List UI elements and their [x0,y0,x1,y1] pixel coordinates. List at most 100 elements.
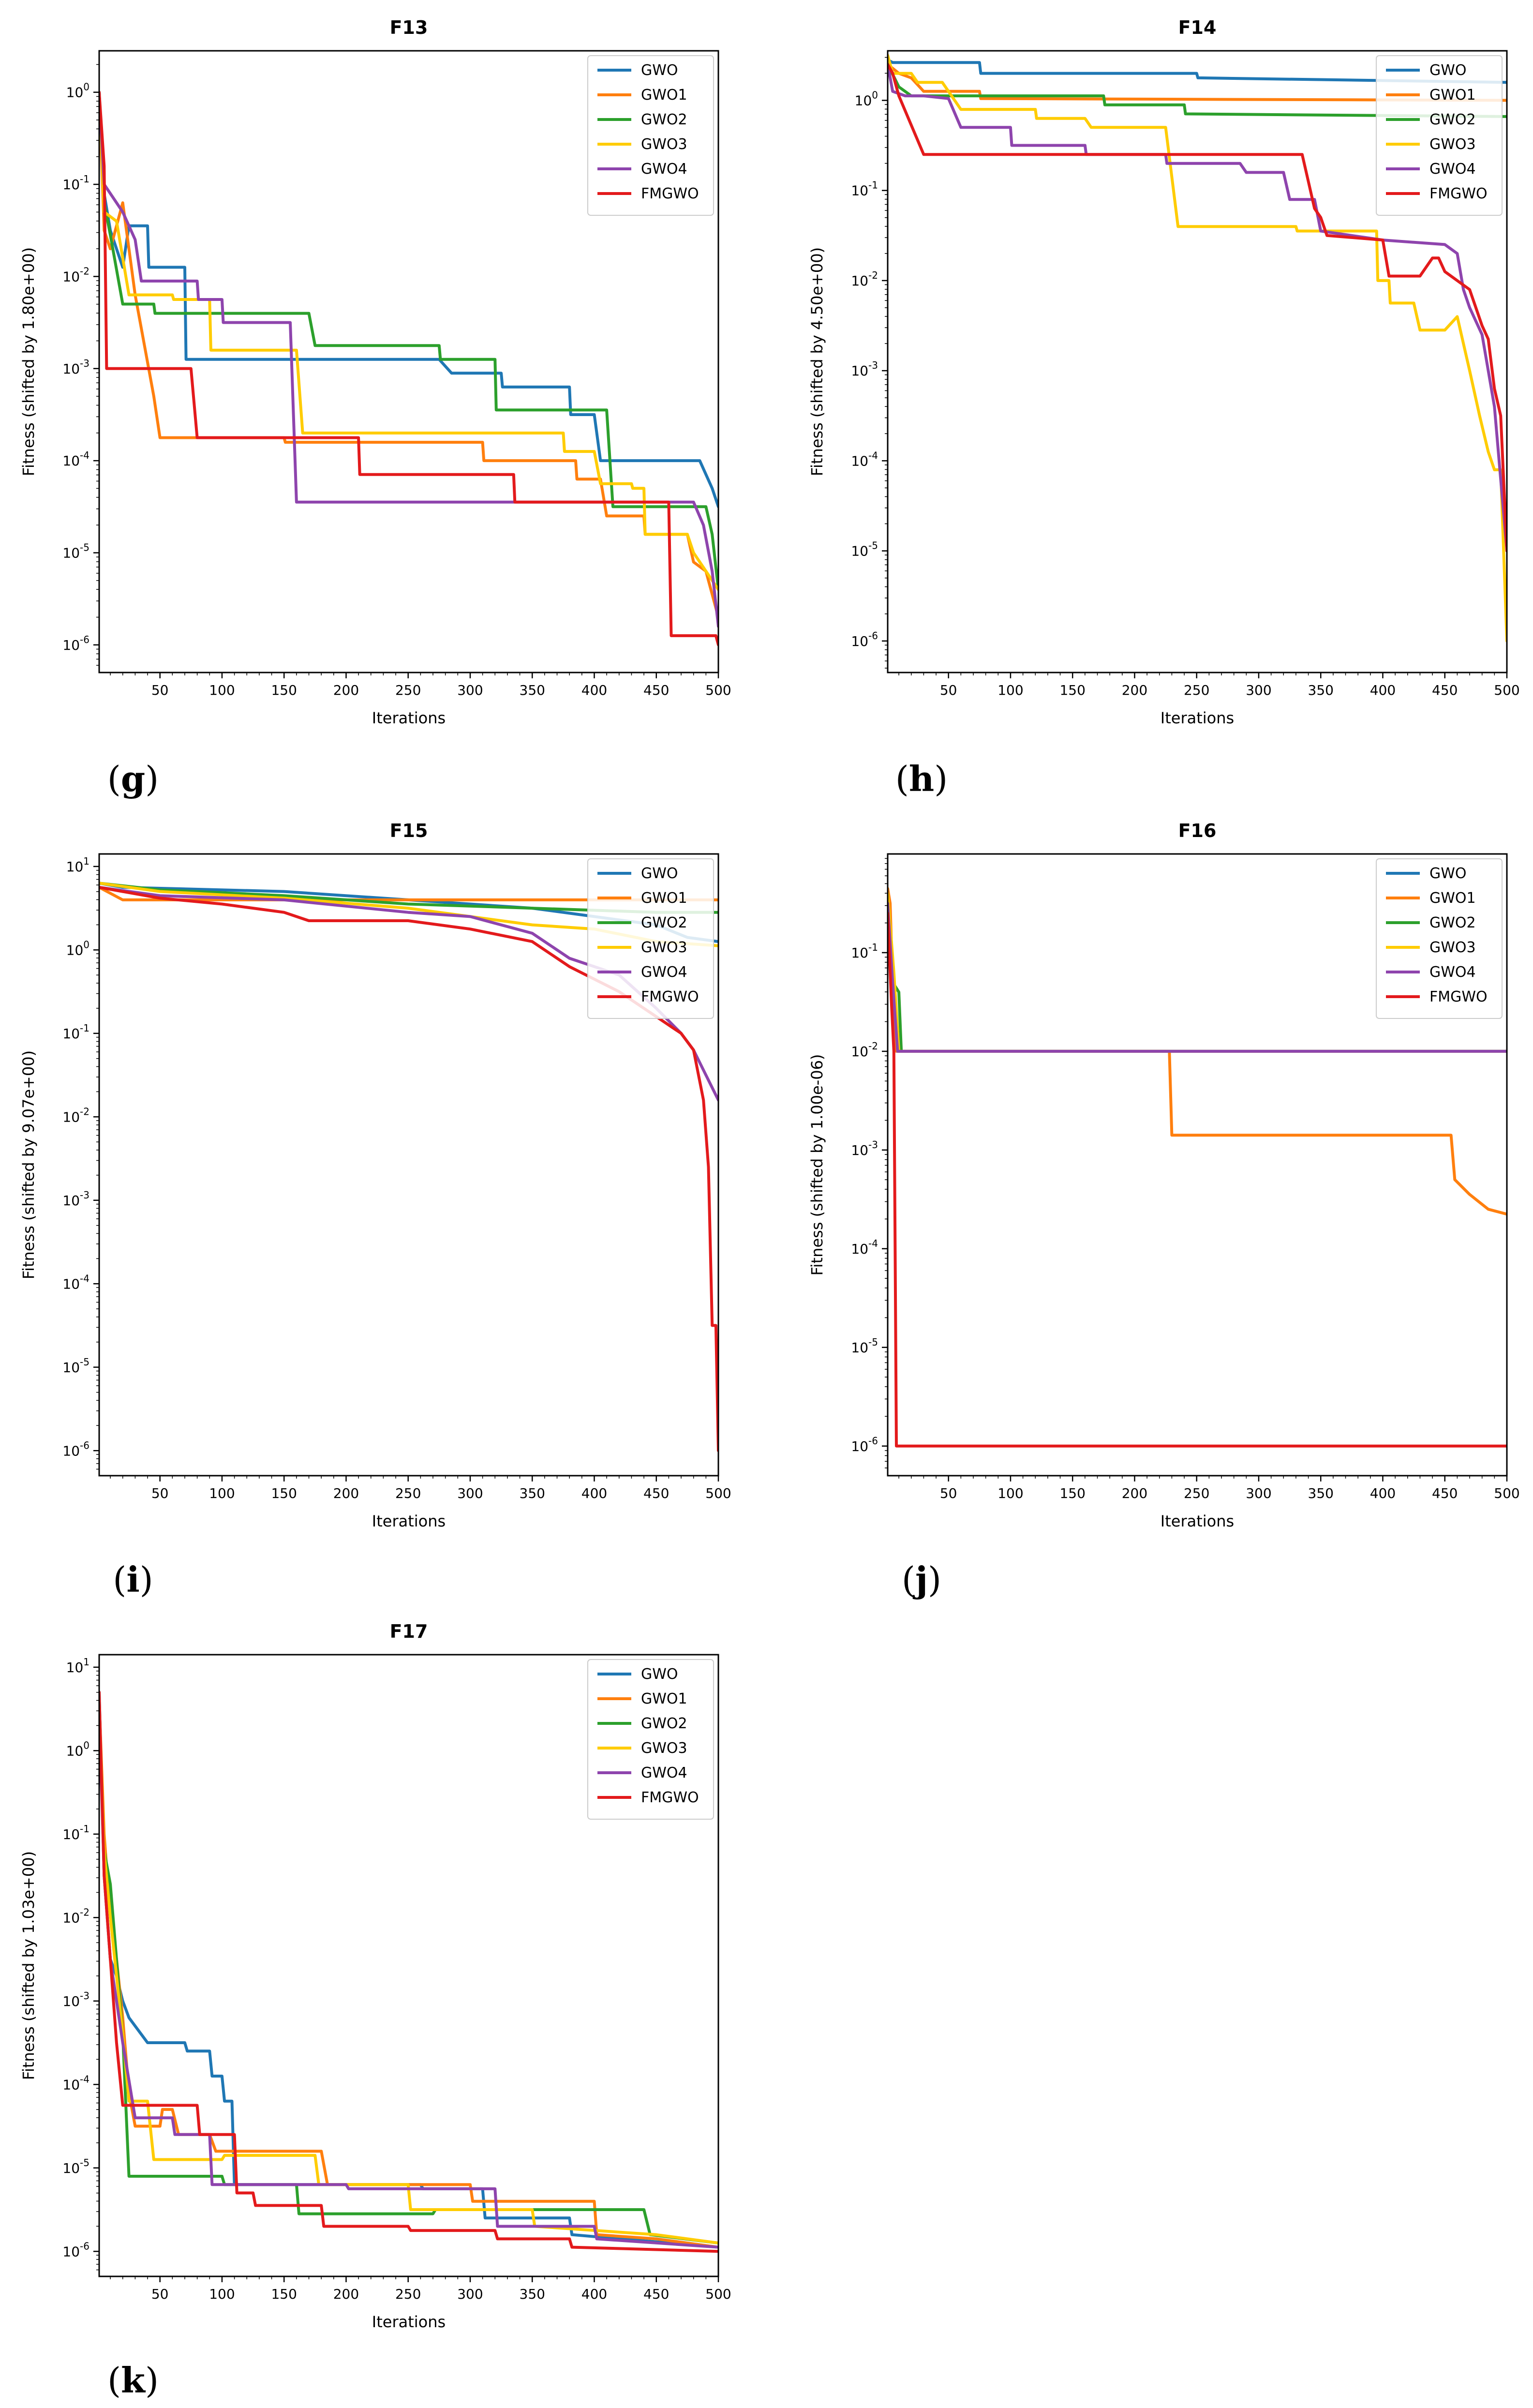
y-tick-base: 10 [66,859,84,875]
chart-title: F14 [1178,17,1217,38]
legend: GWO GWO1 GWO2 GWO3 GWO4 FMGWO [1376,55,1503,216]
y-tick-base: 10 [66,1660,84,1675]
x-tick-label: 350 [520,2286,545,2302]
y-tick-base: 10 [62,2160,80,2176]
x-tick-label: 100 [997,1485,1023,1501]
caption-close: ) [140,1559,153,1600]
caption-open: ( [107,2360,121,2401]
legend-label: GWO1 [641,890,687,907]
y-tick-base: 10 [66,942,84,958]
y-tick-base: 10 [851,543,868,559]
x-tick-label: 100 [209,682,235,698]
plot-frame [887,853,1508,1477]
y-tick-exponent: -6 [80,1439,89,1451]
x-tick-label: 250 [1184,682,1209,698]
x-tick-label: 50 [940,682,957,698]
y-tick-base: 10 [851,453,868,469]
y-tick-label: 10-2 [851,1040,878,1060]
y-tick-label: 100 [855,89,878,108]
y-tick-exponent: -2 [80,1906,89,1918]
x-axis-label: Iterations [372,709,446,727]
y-tick-exponent: 1 [83,855,89,867]
y-tick-base: 10 [62,1193,80,1209]
y-tick-label: 10-1 [851,179,878,199]
y-tick-label: 10-1 [62,1823,89,1842]
x-axis-label: Iterations [1161,1512,1234,1530]
x-tick-label: 500 [1494,682,1519,698]
x-tick-label: 200 [1122,682,1147,698]
x-tick-label: 400 [581,1485,607,1501]
plot-frame [98,1654,719,2277]
legend-label: FMGWO [1429,185,1488,202]
y-tick-exponent: 0 [83,1739,89,1751]
y-tick-base: 10 [851,273,868,289]
x-tick-label: 350 [520,1485,545,1501]
y-tick-label: 10-2 [62,1106,89,1125]
caption-open: ( [107,759,121,799]
x-tick-label: 450 [643,682,669,698]
y-axis-label: Fitness (shifted by 1.00e-06) [808,1054,826,1276]
y-tick-exponent: 0 [83,939,89,950]
legend-label: FMGWO [1429,988,1488,1005]
caption-close: ) [145,2360,159,2401]
panel-caption: (k) [107,2360,159,2401]
caption-letter: j [912,1559,928,1600]
legend-label: FMGWO [641,185,699,202]
y-tick-exponent: -1 [868,942,878,953]
x-axis-label: Iterations [372,1512,446,1530]
x-tick-label: 200 [1122,1485,1147,1501]
legend-label: GWO1 [1429,87,1476,104]
y-tick-base: 10 [62,545,80,561]
x-axis-label: Iterations [372,2313,446,2331]
series-line-fmgwo [99,1690,718,2253]
x-tick-label: 150 [1059,1485,1085,1501]
plot-frame [98,50,719,673]
panel-caption: (g) [107,758,159,799]
x-tick-label: 400 [581,2286,607,2302]
caption-open: ( [895,759,909,799]
x-tick-label: 100 [209,1485,235,1501]
series-line-gwo3 [888,54,1507,643]
y-tick-label: 10-4 [851,449,878,469]
y-tick-label: 10-4 [62,2073,89,2093]
legend-label: GWO2 [641,914,687,931]
legend-label: GWO4 [641,964,687,981]
y-tick-label: 10-1 [62,1022,89,1042]
y-tick-exponent: -6 [80,2240,89,2252]
caption-letter: i [126,1559,139,1600]
legend: GWO GWO1 GWO2 GWO3 GWO4 FMGWO [1376,858,1503,1019]
y-tick-base: 10 [62,2243,80,2259]
x-tick-label: 450 [643,2286,669,2302]
x-tick-label: 350 [520,682,545,698]
y-tick-exponent: -1 [80,1823,89,1835]
x-tick-label: 450 [1432,1485,1458,1501]
series-line-gwo2 [99,90,718,591]
y-tick-exponent: -1 [80,173,89,185]
caption-close: ) [928,1559,941,1600]
chart-title: F15 [390,820,428,841]
legend-label: GWO [641,62,678,79]
y-tick-exponent: -3 [868,1139,878,1151]
series-line-gwo2 [888,62,1507,118]
y-tick-exponent: -5 [868,1336,878,1348]
x-tick-label: 150 [1059,682,1085,698]
y-tick-label: 10-3 [62,1189,89,1209]
y-tick-label: 10-3 [62,1990,89,2009]
y-tick-base: 10 [62,1993,80,2009]
y-tick-label: 10-3 [851,359,878,379]
y-tick-exponent: -6 [80,634,89,645]
caption-letter: h [909,758,934,799]
x-tick-label: 500 [1494,1485,1519,1501]
y-tick-label: 10-6 [62,2240,89,2259]
legend-label: GWO3 [641,939,687,956]
y-tick-exponent: 1 [83,1656,89,1668]
legend-label: GWO3 [641,1740,687,1757]
y-tick-base: 10 [62,637,80,653]
x-tick-label: 50 [940,1485,957,1501]
series-line-gwo4 [99,1707,718,2249]
y-tick-label: 10-4 [851,1238,878,1257]
y-tick-exponent: -1 [868,179,878,191]
x-tick-label: 150 [271,682,297,698]
x-tick-label: 300 [457,682,483,698]
